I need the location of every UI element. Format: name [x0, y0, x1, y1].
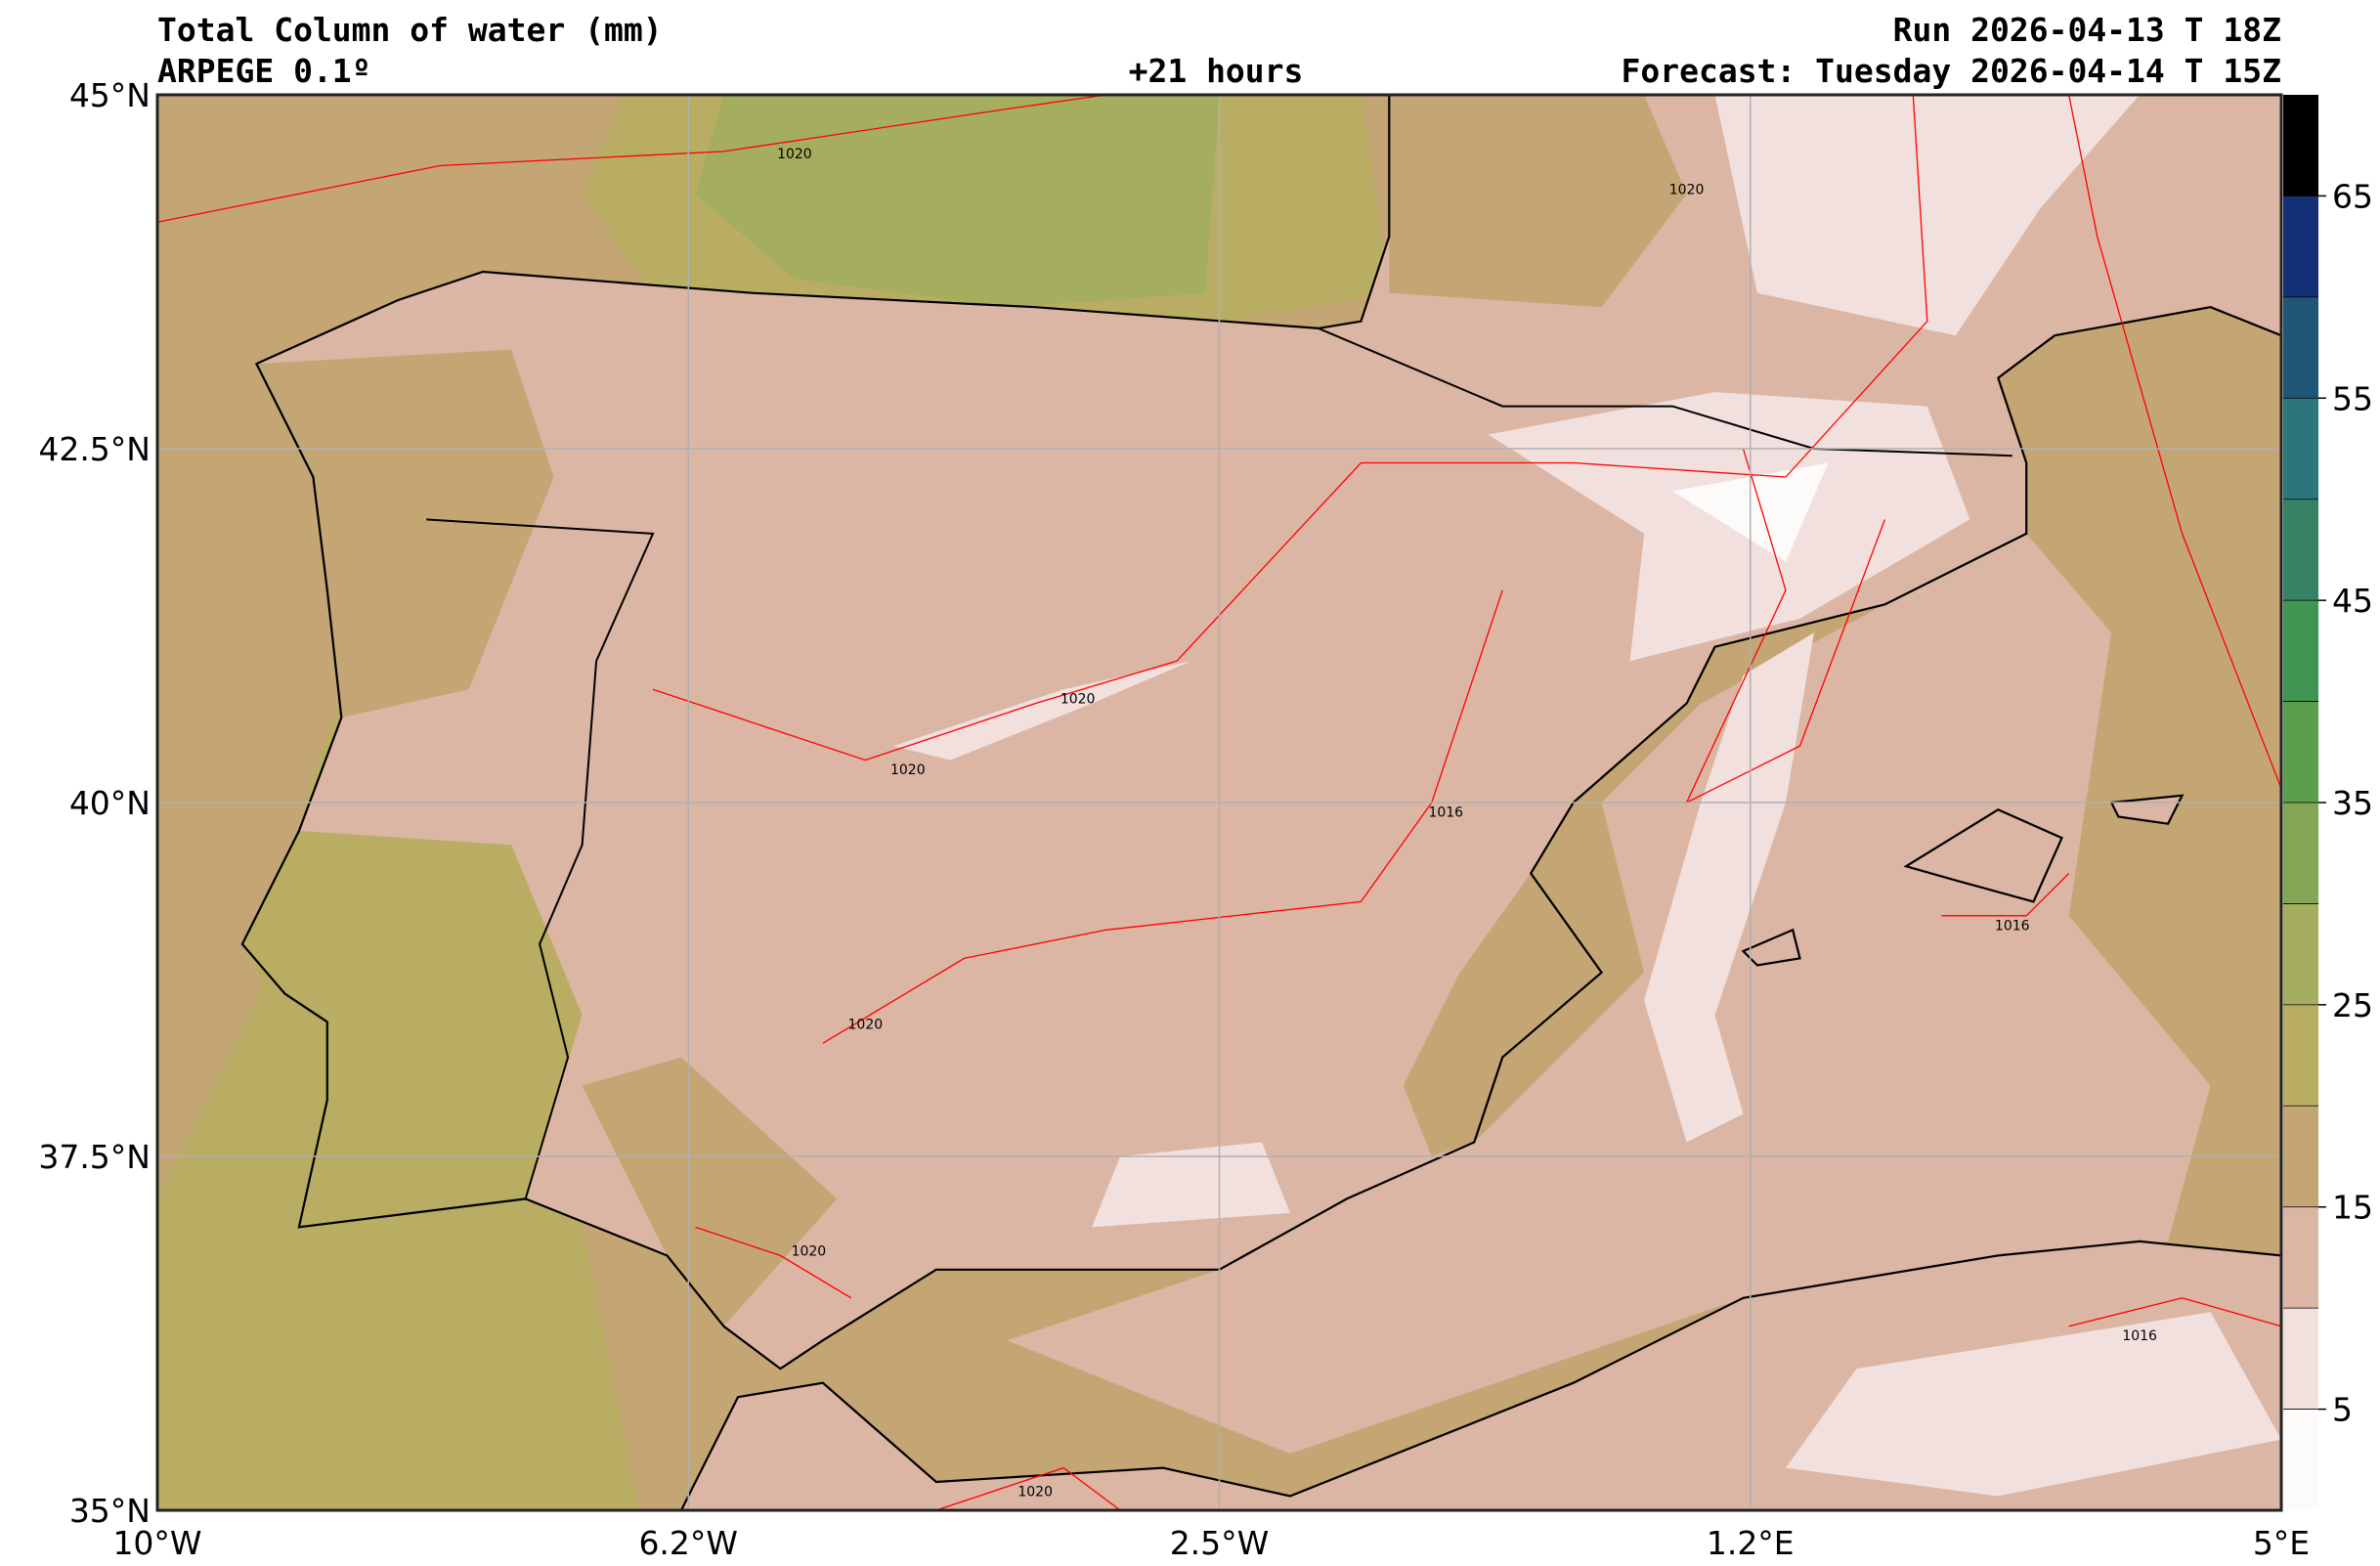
colorbar: 5 15 25 35 45 55 65: [2283, 95, 2373, 1510]
colorbar-tick-label: 65: [2332, 177, 2373, 215]
field-white-sistema-central: [893, 661, 1191, 761]
lon-tick-label: 5°E: [2253, 1524, 2310, 1562]
colorbar-band: [2283, 296, 2318, 399]
coastline-island-mallorca: [1903, 807, 2063, 903]
colorbar-tick-label: 15: [2332, 1189, 2373, 1227]
forecast-label: Forecast: Tuesday 2026-04-14 T 15Z: [1621, 52, 2281, 90]
isobar-label: 1016: [1428, 805, 1463, 820]
isobar-line: [822, 589, 1503, 1044]
run-label: Run 2026-04-13 T 18Z: [1893, 11, 2281, 49]
colorbar-band: [2283, 196, 2318, 297]
isobar-label: 1016: [2122, 1328, 2157, 1344]
lat-tick-label: 37.5°N: [38, 1138, 151, 1176]
axes: 10°W 6.2°W 2.5°W 1.2°E 5°E 35°N 37.5°N 40°N 42.5…: [38, 76, 2310, 1562]
border-france-spain: [1318, 326, 2012, 457]
coastline-iberia: [240, 95, 2281, 1370]
field-white-ebro: [1488, 392, 1970, 662]
isobar-line: [157, 95, 1106, 223]
colorbar-tick-label: 45: [2332, 582, 2373, 620]
colorbar-band: [2283, 499, 2318, 601]
isobar-line: [2068, 95, 2281, 789]
isobar-label: 1020: [1669, 182, 1705, 197]
isobar-label: 1020: [848, 1018, 884, 1033]
field-white-france: [1714, 95, 2141, 336]
isobar-label: 1020: [1060, 692, 1096, 708]
colorbar-band: [2283, 803, 2318, 904]
field-tan-guadalquivir: [582, 1057, 838, 1327]
isobar-label: 1016: [1995, 918, 2030, 934]
lat-tick-label: 35°N: [69, 1492, 151, 1530]
colorbar-band: [2283, 1206, 2318, 1309]
colorbar-band: [2283, 701, 2318, 803]
map-area: 1020 1020 1020 1020 1020 1016 1016 1016 1020 1020: [157, 95, 2281, 1510]
chart-title: Total Column of water (mm): [157, 11, 663, 49]
field-tan-aquitaine: [1389, 95, 1687, 308]
colorbar-tick-label: 35: [2332, 784, 2373, 822]
colorbar-tick-label: 55: [2332, 379, 2373, 417]
lat-tick-label: 40°N: [69, 784, 151, 822]
isobar-line: [935, 1466, 1121, 1510]
lon-tick-label: 6.2°W: [638, 1524, 738, 1562]
isobar-line: [2068, 1297, 2281, 1327]
isobar-line: [652, 95, 1928, 761]
lon-tick-label: 1.2°E: [1707, 1524, 1795, 1562]
colorbar-band: [2283, 1308, 2318, 1410]
field-green-zone: [695, 95, 1220, 308]
lead-time: +21 hours: [1129, 52, 1304, 90]
colorbar-band: [2283, 903, 2318, 1005]
isobar-label: 1020: [890, 762, 926, 778]
field-white-algeria: [1786, 1312, 2281, 1497]
isobar-line: [695, 1226, 852, 1299]
lat-tick-label: 45°N: [69, 76, 151, 114]
isobar-label: 1020: [777, 147, 812, 162]
lat-tick-label: 42.5°N: [38, 430, 151, 468]
model-label: ARPEGE 0.1º: [157, 52, 371, 90]
colorbar-tick-label: 5: [2332, 1391, 2353, 1429]
lon-tick-label: 10°W: [112, 1524, 201, 1562]
colorbar-band: [2283, 600, 2318, 702]
colorbar-band: [2283, 398, 2318, 500]
border-spain-portugal: [426, 518, 655, 1199]
map-frame: [155, 93, 2283, 1512]
colorbar-band: [2283, 1004, 2318, 1107]
lon-tick-label: 2.5°W: [1170, 1524, 1270, 1562]
coastline-island-ibiza: [1741, 928, 1801, 967]
field-tan-levante: [1403, 873, 1602, 1156]
field-pink-mediterranean: [1007, 533, 2211, 1455]
colorbar-tick-label: 25: [2332, 986, 2373, 1024]
isobar-label: 1020: [1017, 1485, 1053, 1501]
colorbar-band: [2283, 1409, 2318, 1510]
isobar-label: 1020: [792, 1243, 827, 1259]
field-olive-portugal: [241, 831, 583, 1228]
isobar-line: [1941, 872, 2070, 917]
field-white-sierra-nevada: [1092, 1142, 1290, 1228]
coastline-africa: [680, 1240, 2281, 1510]
colorbar-band: [2283, 95, 2318, 196]
colorbar-band: [2283, 1106, 2318, 1207]
